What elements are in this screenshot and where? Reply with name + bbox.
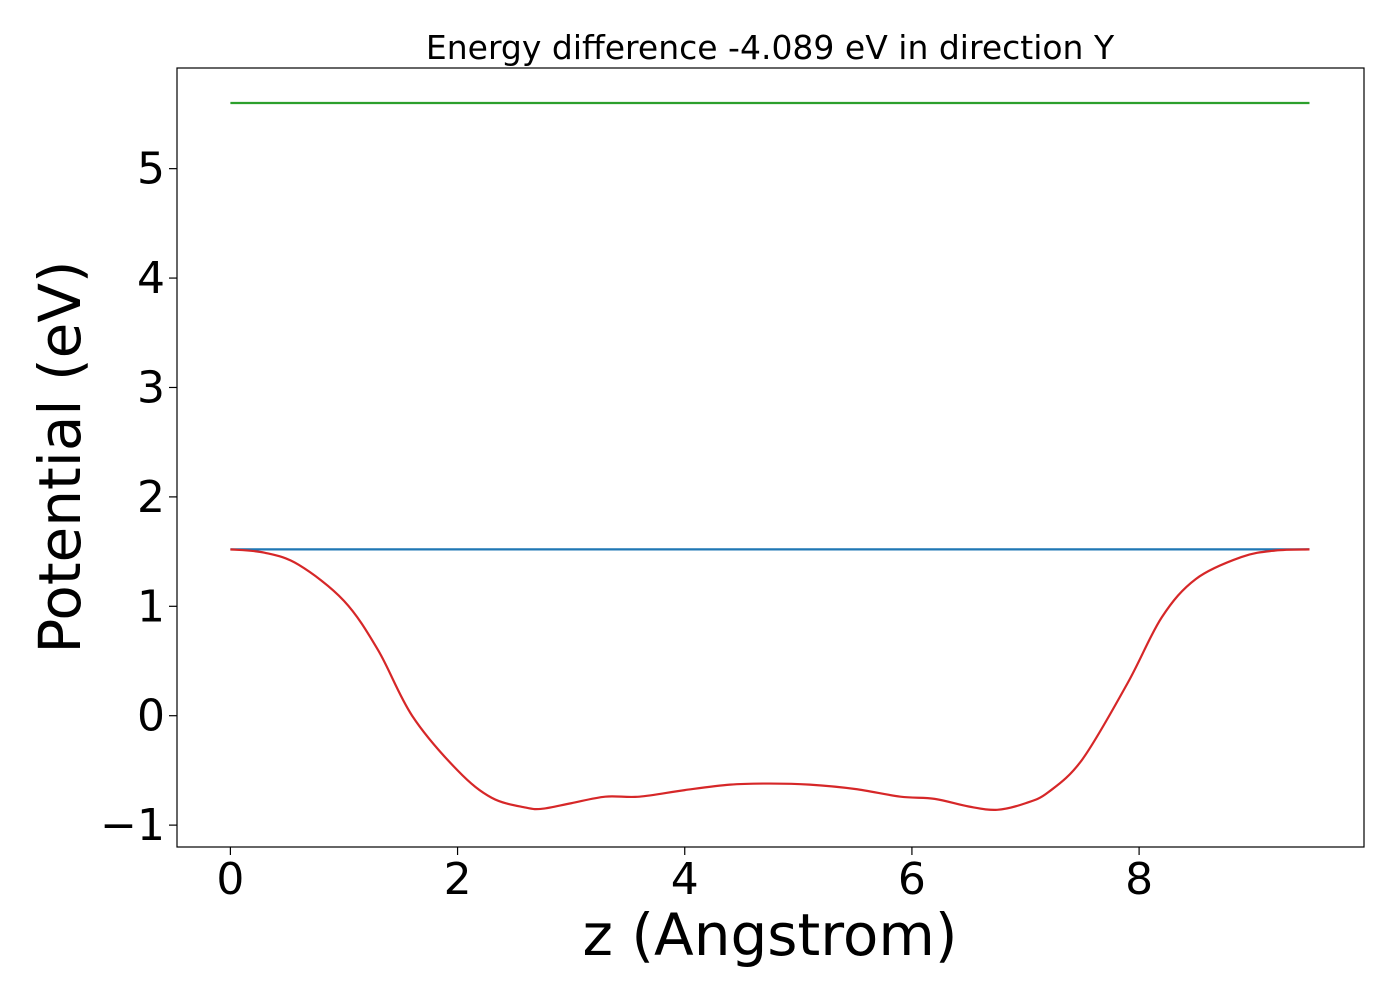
- y-tick-label: 3: [137, 362, 165, 413]
- y-tick-label: 5: [137, 144, 165, 195]
- y-tick-label: 4: [137, 253, 165, 304]
- y-tick-label: 1: [137, 581, 165, 632]
- series-layer: [230, 101, 1310, 811]
- x-tick-label: 2: [444, 854, 472, 905]
- y-axis-ticks: −1 0 1 2 3 4 5: [100, 144, 177, 851]
- y-axis-label: Potential (eV): [26, 260, 94, 653]
- x-tick-label: 8: [1125, 854, 1153, 905]
- x-tick-label: 0: [216, 854, 244, 905]
- x-tick-label: 6: [898, 854, 926, 905]
- series-line-3: [230, 548, 1310, 811]
- x-axis-ticks: 0 2 4 6 8: [216, 847, 1153, 905]
- y-tick-label: −1: [100, 800, 165, 851]
- y-tick-label: 2: [137, 472, 165, 523]
- x-tick-label: 4: [671, 854, 699, 905]
- chart-title: Energy difference -4.089 eV in direction…: [426, 28, 1115, 67]
- plot-area-frame: [176, 67, 1365, 848]
- x-axis-label: z (Angstrom): [583, 901, 958, 969]
- y-tick-label: 0: [137, 691, 165, 742]
